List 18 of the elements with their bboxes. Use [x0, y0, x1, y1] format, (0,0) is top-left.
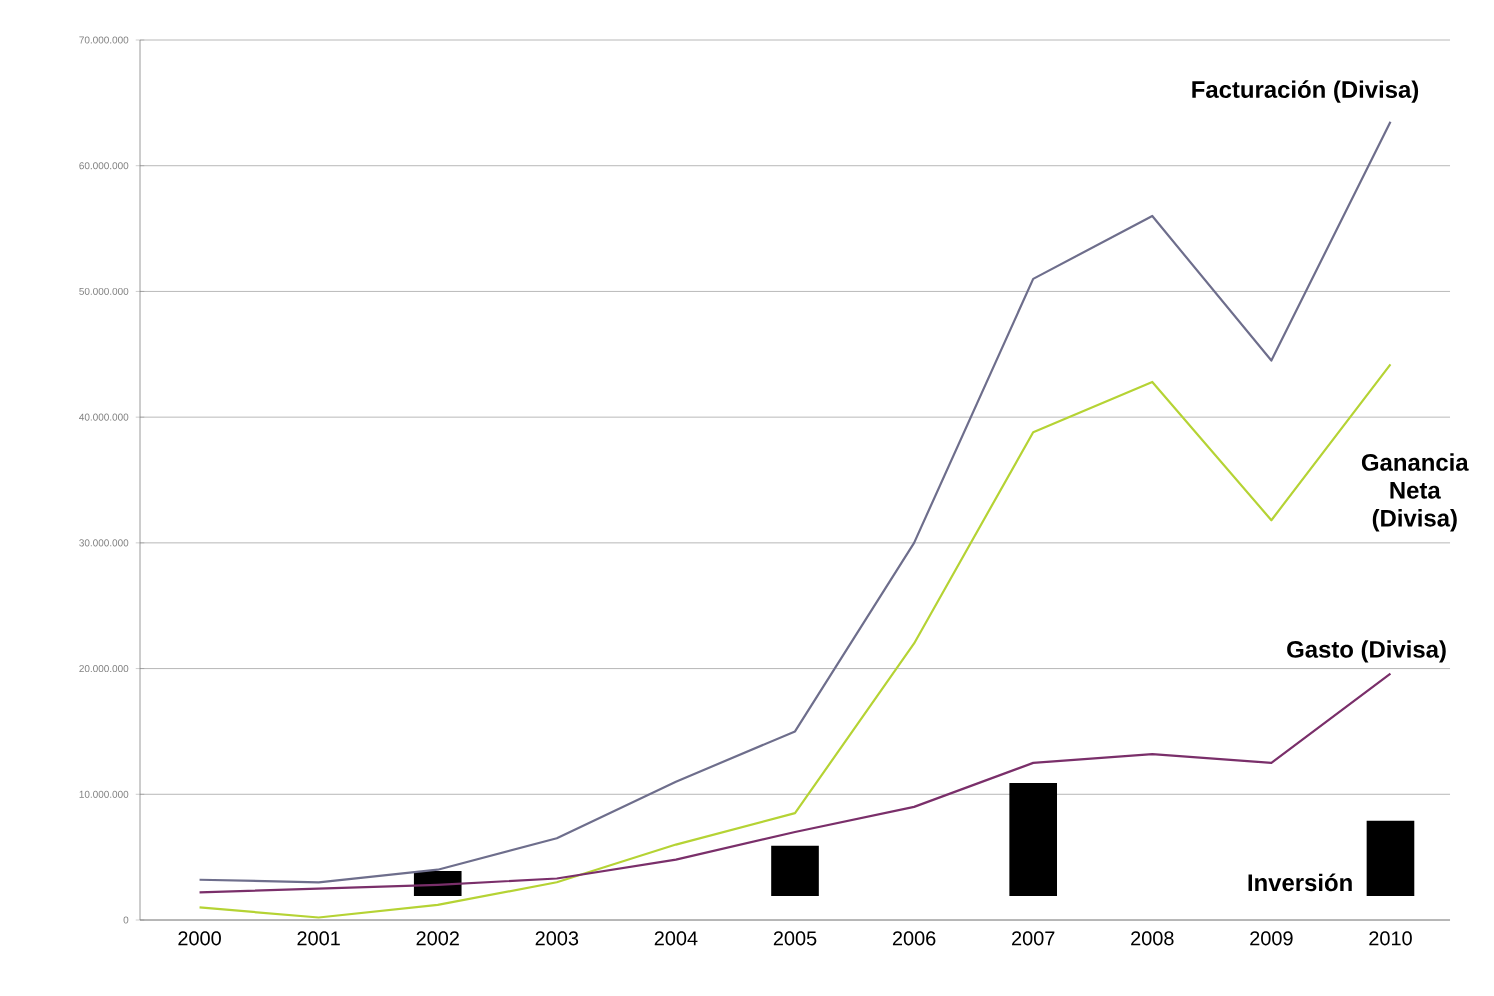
series-label: Gasto (Divisa) — [1287, 640, 1446, 663]
x-tick-label: 2001 — [297, 931, 340, 946]
x-tick-label: 2009 — [1250, 931, 1293, 946]
x-tick-label: 2003 — [535, 931, 579, 946]
x-tick-label: 2008 — [1131, 931, 1174, 946]
x-tick-label: 2002 — [416, 931, 459, 946]
x-tick-label: 2007 — [1012, 931, 1055, 946]
bar — [1009, 782, 1058, 897]
x-tick-label: 2005 — [773, 931, 817, 946]
x-tick-label: 2006 — [892, 931, 936, 946]
x-tick-label: 2010 — [1369, 931, 1412, 946]
bar — [1366, 820, 1415, 897]
x-tick-label: 2004 — [654, 931, 698, 946]
x-tick-label: 2000 — [178, 931, 221, 946]
series-label: Inversión — [1248, 873, 1352, 892]
series-label: Ganancia Neta (Divisa) — [1361, 453, 1469, 532]
bar — [771, 845, 819, 897]
series-label: Facturación (Divisa) — [1192, 80, 1419, 103]
